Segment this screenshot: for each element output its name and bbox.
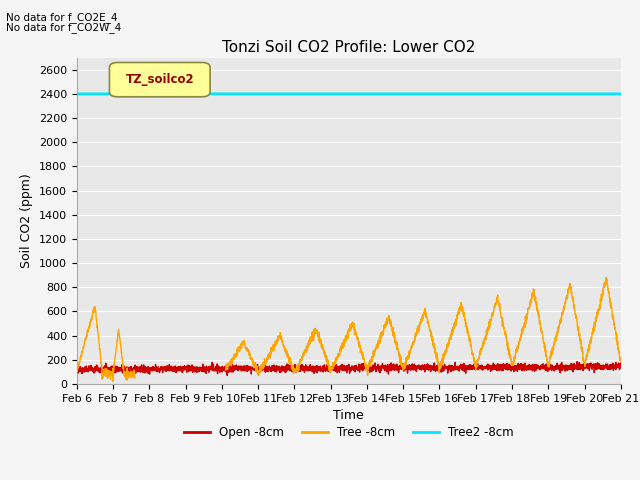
Y-axis label: Soil CO2 (ppm): Soil CO2 (ppm) — [20, 173, 33, 268]
Text: No data for f_CO2E_4: No data for f_CO2E_4 — [6, 12, 118, 23]
Legend: Open -8cm, Tree -8cm, Tree2 -8cm: Open -8cm, Tree -8cm, Tree2 -8cm — [179, 421, 518, 444]
X-axis label: Time: Time — [333, 409, 364, 422]
Text: No data for f_CO2W_4: No data for f_CO2W_4 — [6, 22, 122, 33]
FancyBboxPatch shape — [109, 62, 210, 97]
Text: TZ_soilco2: TZ_soilco2 — [125, 73, 195, 86]
Title: Tonzi Soil CO2 Profile: Lower CO2: Tonzi Soil CO2 Profile: Lower CO2 — [222, 40, 476, 55]
